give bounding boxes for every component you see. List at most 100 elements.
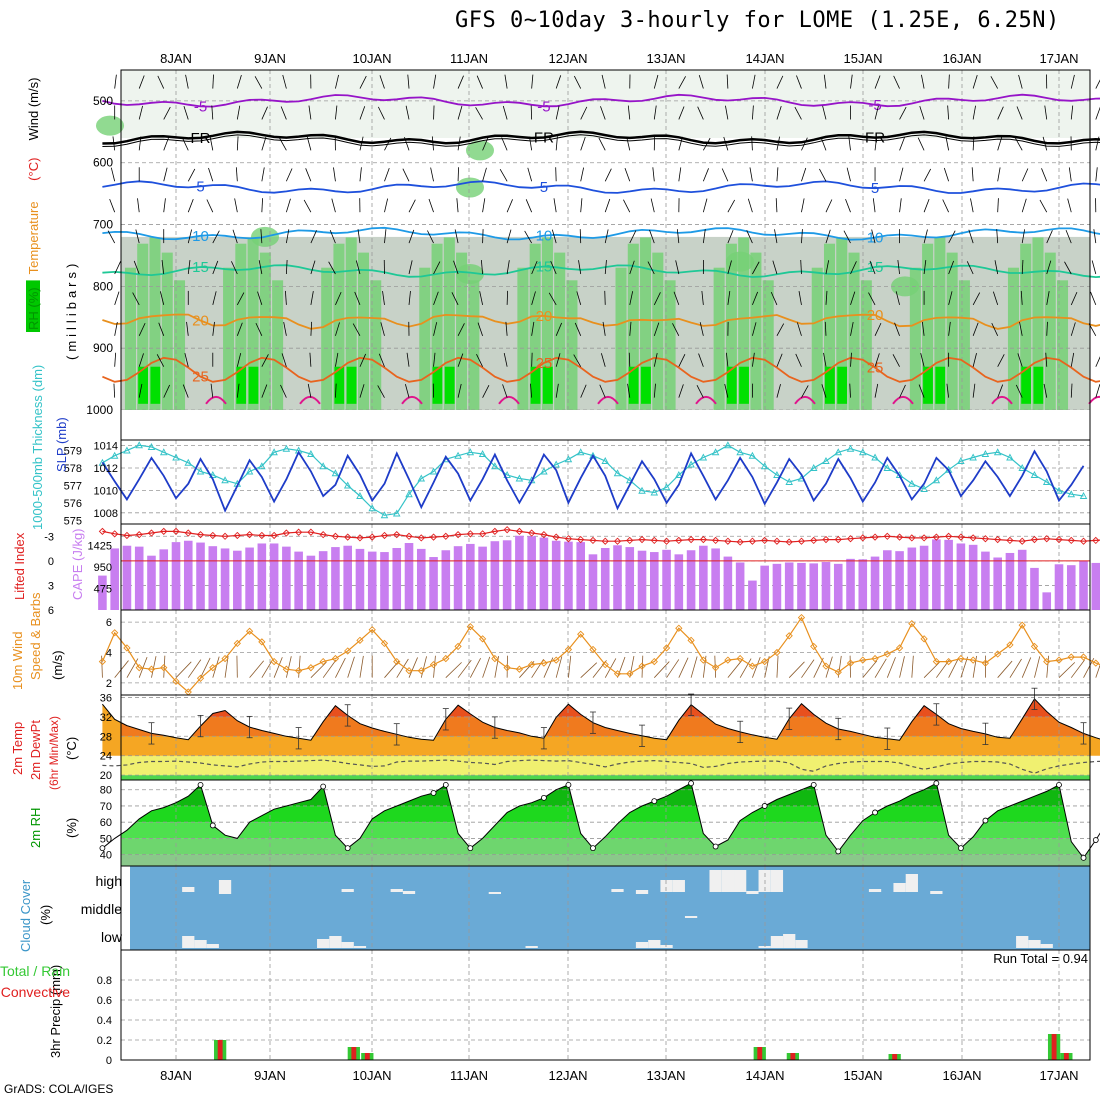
- wind-barb: [821, 384, 827, 398]
- li-point: [295, 528, 303, 536]
- isotherm-line: [102, 313, 1100, 330]
- wind-speed-point: [307, 664, 315, 672]
- wind-barb: [333, 167, 336, 182]
- date-label-top: 13JAN: [646, 51, 685, 66]
- cape-bar: [416, 548, 426, 610]
- wind-barb: [531, 291, 536, 306]
- cloud-category-label: middle: [81, 901, 122, 917]
- rh-tick-label: 70: [100, 801, 112, 813]
- thickness-point: [221, 476, 229, 484]
- wind-barb: [482, 137, 489, 151]
- cloud-axis-label: Cloud Cover: [18, 879, 33, 952]
- isotherm-label: 20: [867, 307, 884, 324]
- cape-bar: [1054, 564, 1064, 610]
- wind-barb: [801, 229, 803, 244]
- cape-bar: [1017, 549, 1027, 610]
- li-point: [577, 535, 585, 544]
- wind-barb: [112, 136, 116, 151]
- cloud-high-bar: [660, 880, 673, 892]
- wind-speed-point: [1006, 641, 1014, 649]
- wind-speed-point: [895, 644, 904, 652]
- wind-barb: [653, 383, 656, 398]
- cloud-high-bar: [672, 880, 685, 892]
- cloud-low-bar: [194, 940, 207, 948]
- wind-barb: [405, 105, 410, 120]
- li-point: [662, 537, 671, 545]
- wind-barb: [776, 106, 782, 120]
- wind-barb: [531, 74, 534, 89]
- wind-barb: [303, 199, 312, 213]
- rh-point: [467, 845, 474, 852]
- rh-moist-column: [1020, 243, 1032, 410]
- cape-bar: [809, 563, 819, 610]
- wind-barb: [699, 322, 704, 336]
- wind-barb: [697, 106, 704, 120]
- wind-barb: [163, 167, 168, 182]
- wind-barb: [433, 74, 437, 89]
- isotherm-label: 15: [192, 259, 209, 276]
- wind-barb: [235, 167, 238, 182]
- cloud-high-bar: [868, 889, 882, 892]
- rh-moist-column: [370, 280, 382, 410]
- wind-barb: [653, 105, 657, 120]
- wind-barb: [161, 260, 165, 275]
- thickness-point: [760, 462, 769, 470]
- wind-speed-point: [491, 654, 499, 663]
- wind-barb: [752, 105, 754, 120]
- wind-barb-10m: [359, 655, 364, 678]
- wind-barb: [997, 198, 999, 213]
- slp-tick-label: 1010: [94, 485, 118, 497]
- thickness-point: [859, 448, 867, 456]
- isotherm-label: 5: [196, 178, 204, 195]
- wind-barb-10m: [862, 660, 878, 678]
- precip-convective-bar: [790, 1053, 796, 1060]
- li-point: [405, 532, 413, 540]
- rh-axis-label: 2m RH: [28, 808, 43, 848]
- wind-speed-point: [908, 620, 916, 628]
- wind-barb: [407, 74, 410, 89]
- cape-bar: [699, 545, 708, 610]
- rh-band-light: [121, 70, 1090, 138]
- cape-bar: [858, 559, 868, 610]
- wind-barb: [236, 353, 242, 367]
- panel-frame: [120, 949, 1091, 1061]
- wind-barb: [727, 260, 732, 275]
- chart-title: GFS 0~10day 3-hourly for LOME (1.25E, 6.…: [455, 8, 1060, 33]
- wind-barb: [997, 384, 1004, 398]
- cape-bar: [1079, 560, 1088, 610]
- wind-barb: [114, 291, 120, 306]
- precip-convective-bar: [892, 1054, 898, 1060]
- li-point: [724, 537, 732, 545]
- wind-barb: [404, 136, 410, 151]
- rh-moist-column: [259, 252, 271, 410]
- li-point: [515, 527, 524, 536]
- rh-patch: [466, 140, 494, 161]
- wind-barb: [114, 261, 121, 275]
- wind-barb: [996, 229, 999, 244]
- wind-barb: [897, 260, 900, 275]
- wind-barb: [601, 74, 606, 89]
- wind-barb: [698, 75, 704, 89]
- rh-patch: [456, 264, 484, 284]
- wind-barb: [948, 74, 950, 89]
- wind-barb: [553, 198, 557, 213]
- slp-line: [101, 449, 1085, 513]
- wind-barb: [138, 383, 143, 398]
- rh-moist-column: [640, 237, 652, 410]
- rh-moist-column: [554, 252, 566, 410]
- wind-barb: [502, 384, 508, 398]
- rh-ylabel2: (%): [64, 818, 79, 838]
- rh-moist-column: [1007, 267, 1019, 410]
- li-point: [1030, 535, 1039, 544]
- wind-barb: [335, 291, 342, 306]
- precip-tick-label: 0: [106, 1055, 112, 1067]
- wind-barb: [212, 291, 217, 306]
- wind-barb: [310, 321, 313, 336]
- dewpt-axis-label: 2m DewPt: [28, 720, 43, 780]
- cape-bar: [662, 549, 671, 610]
- wind-barb: [163, 198, 166, 213]
- wind-barb: [895, 291, 900, 306]
- wind-barb: [599, 384, 606, 398]
- wind-barb: [427, 230, 434, 244]
- rh-saturated-column: [1033, 366, 1044, 404]
